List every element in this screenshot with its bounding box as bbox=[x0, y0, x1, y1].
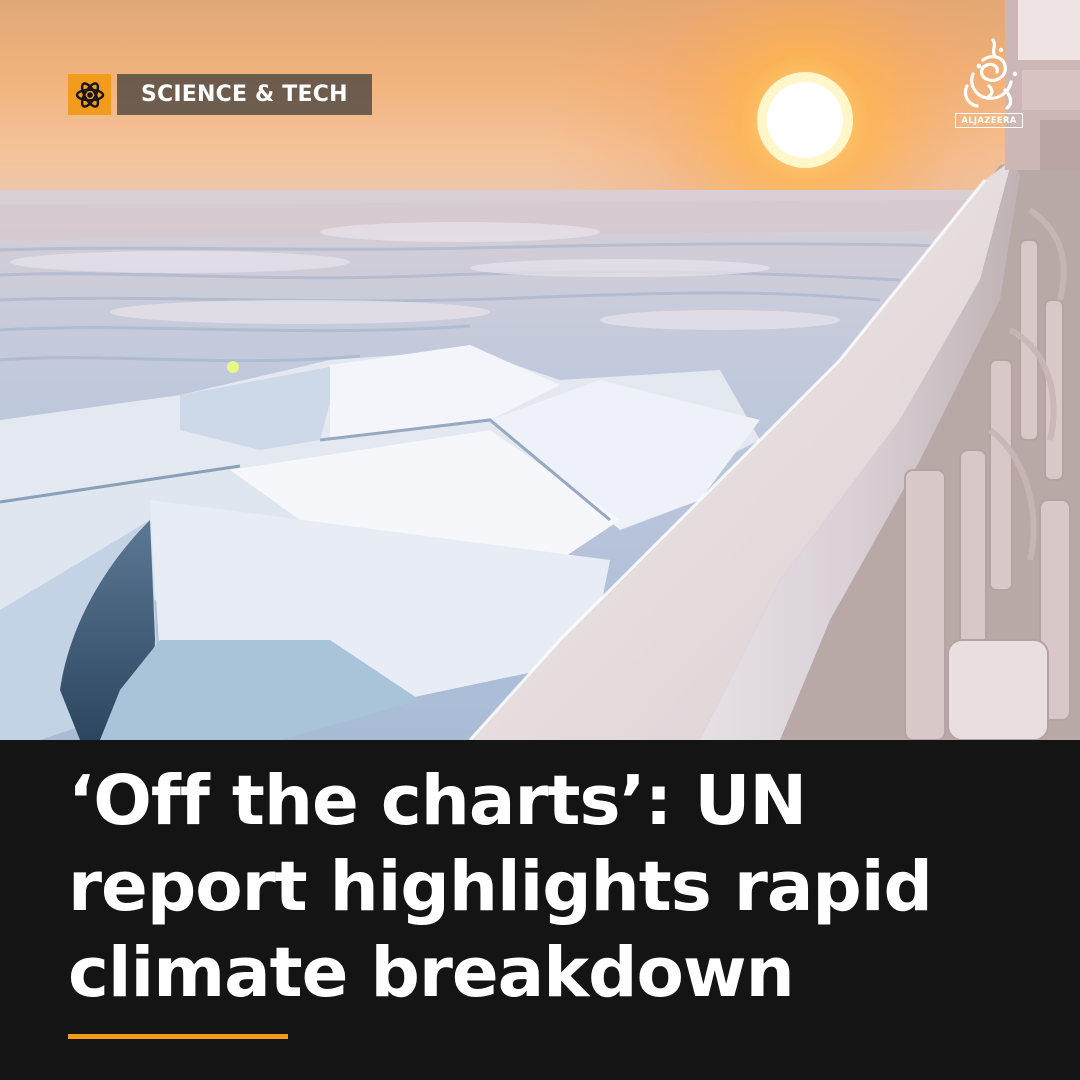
atom-icon bbox=[68, 74, 111, 115]
headline-band: ‘Off the charts’: UN report highlights r… bbox=[0, 740, 1080, 1080]
category-tag[interactable]: SCIENCE & TECH bbox=[68, 74, 372, 115]
headline-line-3: climate breakdown bbox=[68, 933, 795, 1013]
headline[interactable]: ‘Off the charts’: UN report highlights r… bbox=[68, 758, 1058, 1016]
headline-line-2: report highlights rapid bbox=[68, 847, 933, 927]
brand-wordmark: ALJAZEERA bbox=[955, 113, 1023, 128]
hero-photo: SCIENCE & TECH ALJAZEERA bbox=[0, 0, 1080, 740]
aljazeera-logo-icon: ALJAZEERA bbox=[953, 36, 1027, 132]
category-label: SCIENCE & TECH bbox=[117, 74, 372, 115]
accent-underline bbox=[68, 1034, 288, 1039]
headline-line-1: ‘Off the charts’: UN bbox=[68, 761, 807, 841]
